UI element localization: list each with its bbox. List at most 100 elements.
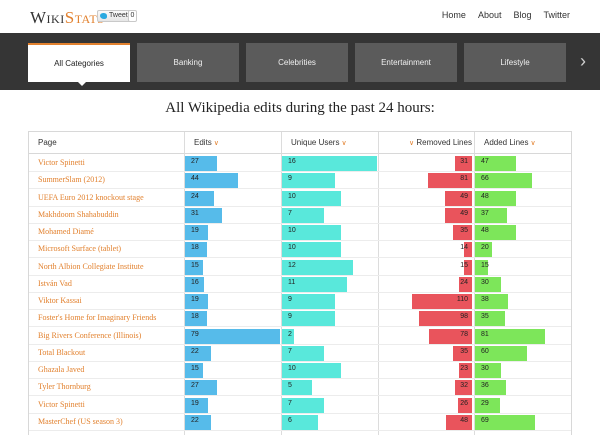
removed-lines-value: 35: [460, 227, 468, 234]
removed-lines-value: 98: [460, 313, 468, 321]
page-link[interactable]: István Vad: [38, 278, 72, 288]
page-link[interactable]: Microsoft Surface (tablet): [38, 244, 122, 254]
chevron-right-icon[interactable]: ›: [580, 51, 586, 71]
unique-users-bar: [282, 173, 335, 189]
edits-value: 27: [191, 382, 199, 390]
added-lines-bar: [475, 397, 500, 413]
edits-bar: [185, 242, 207, 258]
edits-bar: [185, 294, 208, 309]
removed-lines-bar: [445, 190, 472, 206]
added-lines-bar: [475, 225, 516, 240]
logo-text-iki: IKI: [46, 12, 65, 26]
removed-lines-bar: [459, 363, 472, 378]
removed-lines-bar: [412, 294, 472, 309]
removed-lines-bar: [455, 156, 472, 171]
unique-users-bar: [282, 242, 341, 258]
tab-entertainment[interactable]: Entertainment: [355, 43, 457, 82]
page-link[interactable]: North Albion Collegiate Institute: [38, 261, 144, 271]
nav-about-link[interactable]: About: [477, 10, 502, 20]
edits-value: 16: [191, 278, 199, 286]
added-lines-value: 30: [481, 365, 489, 372]
page-link[interactable]: Makhdoom Shahabuddin: [38, 209, 119, 219]
logo[interactable]: WIKISTATS: [30, 8, 104, 28]
edits-bar: [185, 328, 280, 344]
added-lines-bar: [475, 156, 516, 171]
added-lines-value: 81: [481, 330, 489, 338]
removed-lines-value: 15: [460, 261, 468, 269]
unique-users-value: 10: [288, 244, 296, 252]
unique-users-bar: [282, 294, 335, 309]
removed-lines-value: 110: [456, 296, 468, 303]
edits-value: 22: [191, 347, 199, 355]
added-lines-value: 47: [481, 158, 489, 165]
unique-users-value: 16: [288, 158, 296, 165]
column-header-removed-lines-label: Removed Lines: [416, 138, 472, 147]
table-row: Foster's Home for Imaginary Friends 18 9 98…: [29, 310, 571, 328]
column-header-page[interactable]: Page: [38, 132, 57, 154]
removed-lines-bar: [453, 225, 472, 240]
removed-lines-bar: [464, 242, 472, 258]
page-link[interactable]: Viktor Kassai: [38, 296, 82, 305]
unique-users-bar: [282, 276, 347, 292]
table-row: SummerSlam (2012) 44 9 81 66: [29, 172, 571, 190]
table-row: MasterChef (US season 3) 22 6 48 69: [29, 414, 571, 431]
added-lines-value: 36: [481, 382, 489, 390]
table-row: Victor Spinetti 27 16 31 47: [29, 155, 571, 172]
edits-bar: [185, 397, 208, 413]
edits-bar: [185, 173, 238, 189]
added-lines-bar: [475, 190, 516, 206]
nav-home-link[interactable]: Home: [441, 10, 466, 20]
added-lines-bar: [475, 173, 532, 189]
tab-lifestyle[interactable]: Lifestyle: [464, 43, 566, 82]
removed-lines-value: 31: [460, 158, 468, 165]
edits-bar: [185, 380, 217, 396]
table-row: North Albion Collegiate Institute 15 12 15 1…: [29, 259, 571, 276]
page-link[interactable]: Victor Spinetti: [38, 158, 85, 167]
nav-twitter-link[interactable]: Twitter: [543, 10, 570, 20]
removed-lines-value: 78: [460, 330, 468, 338]
tweet-button[interactable]: Tweet: [97, 10, 132, 22]
page-link[interactable]: Tyler Thornburg: [38, 382, 91, 392]
edits-bar: [185, 225, 208, 240]
added-lines-bar: [475, 328, 545, 344]
page-link[interactable]: UEFA Euro 2012 knockout stage: [38, 192, 144, 202]
unique-users-value: 9: [288, 175, 292, 183]
page-link[interactable]: Foster's Home for Imaginary Friends: [38, 313, 157, 323]
added-lines-value: 35: [481, 313, 489, 321]
column-header-removed-lines[interactable]: ∨ Removed Lines: [407, 132, 472, 154]
removed-lines-value: 35: [460, 347, 468, 355]
added-lines-value: 15: [481, 261, 489, 269]
page-link[interactable]: Total Blackout: [38, 347, 86, 357]
added-lines-value: 60: [481, 347, 489, 355]
page-link[interactable]: Ghazala Javed: [38, 365, 85, 374]
added-lines-value: 48: [481, 227, 489, 234]
added-lines-bar: [475, 414, 535, 430]
column-header-added-lines[interactable]: Added Lines ∨: [484, 132, 536, 154]
page-link[interactable]: SummerSlam (2012): [38, 175, 105, 185]
tab-celebrities[interactable]: Celebrities: [246, 43, 348, 82]
category-band: All Categories Banking Celebrities Enter…: [0, 33, 600, 90]
tab-all-categories[interactable]: All Categories: [28, 43, 130, 82]
table-row: Makhdoom Shahabuddin 31 7 49 37: [29, 207, 571, 224]
nav-blog-link[interactable]: Blog: [513, 10, 532, 20]
edits-value: 19: [191, 399, 199, 407]
removed-lines-bar: [429, 328, 472, 344]
edits-bar: [185, 259, 203, 275]
page-link[interactable]: MasterChef (US season 3): [38, 416, 123, 426]
tab-banking[interactable]: Banking: [137, 43, 239, 82]
edits-value: 44: [191, 175, 199, 183]
added-lines-bar: [475, 259, 488, 275]
page-link[interactable]: Victor Spinetti: [38, 399, 85, 409]
page-title: All Wikipedia edits during the past 24 h…: [165, 100, 435, 116]
table-row: Total Blackout 22 7 35 60: [29, 345, 571, 362]
page-link[interactable]: Big Rivers Conference (Illinois): [38, 330, 142, 340]
added-lines-bar: [475, 294, 508, 309]
removed-lines-value: 23: [460, 365, 468, 372]
column-header-unique-users[interactable]: Unique Users ∨: [291, 132, 347, 154]
page-link[interactable]: Mohamed Diamé: [38, 227, 94, 236]
column-header-edits[interactable]: Edits ∨: [194, 132, 219, 154]
edits-bar: [185, 414, 211, 430]
unique-users-bar: [282, 207, 324, 223]
removed-lines-bar: [428, 173, 472, 189]
edits-bar: [185, 276, 204, 292]
